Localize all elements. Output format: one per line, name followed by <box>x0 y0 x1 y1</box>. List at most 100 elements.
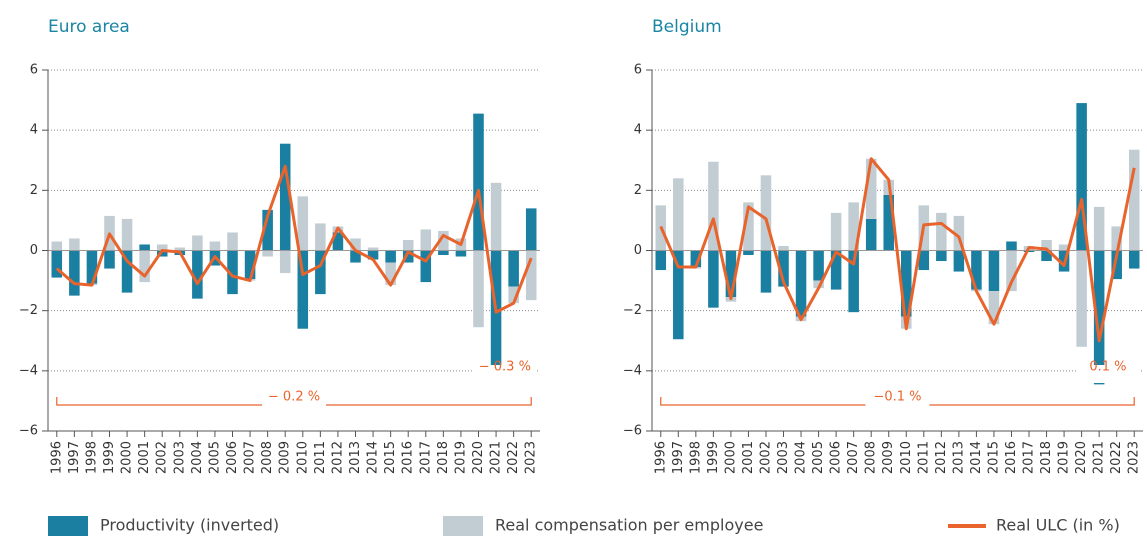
bar <box>385 250 396 263</box>
x-tick-label: 2013 <box>348 441 363 474</box>
y-tick-label: −4 <box>19 363 38 378</box>
bar <box>192 235 203 251</box>
y-tick-label: 6 <box>30 63 38 78</box>
y-tick-label: −2 <box>19 303 38 318</box>
x-tick-label: 2006 <box>225 441 240 474</box>
legend-label: Real compensation per employee <box>495 516 763 535</box>
bar <box>988 291 1000 325</box>
line <box>55 164 533 314</box>
bar <box>69 250 80 296</box>
x-tick-label: 2017 <box>418 441 433 474</box>
legend-label: Real ULC (in %) <box>996 516 1120 535</box>
x-tick-label: 2021 <box>1092 441 1107 474</box>
x-tick-label: 2014 <box>969 441 984 474</box>
x-tick-label: 2004 <box>190 441 205 474</box>
bar <box>490 182 502 251</box>
x-tick-label: 1998 <box>688 441 703 474</box>
x-tick-label: 2022 <box>506 441 521 474</box>
annotation: − 0.2 % <box>268 390 320 405</box>
bar <box>350 238 361 251</box>
x-tick-label: 2011 <box>313 441 328 474</box>
bar <box>725 250 737 298</box>
x-tick-label: 1997 <box>67 441 82 474</box>
bar <box>795 250 807 317</box>
x-tick-label: 2019 <box>1057 441 1072 474</box>
x-tick-label: 2022 <box>1109 441 1124 474</box>
y-tick-label: 0 <box>634 243 642 258</box>
y-tick-label: 2 <box>634 183 642 198</box>
bar <box>743 250 754 256</box>
bar <box>473 113 484 251</box>
bar <box>367 250 379 260</box>
bar <box>279 143 291 251</box>
bar <box>901 250 912 317</box>
bar <box>953 215 965 251</box>
x-tick-label: 2008 <box>864 441 879 474</box>
bar <box>525 208 537 251</box>
x-tick-label: 1996 <box>653 441 668 474</box>
y-tick-label: 4 <box>634 123 642 138</box>
bar <box>848 250 859 313</box>
bar <box>1111 250 1122 280</box>
x-tick-label: 2000 <box>723 441 738 474</box>
bar <box>174 247 186 251</box>
x-tick-label: 2011 <box>916 441 931 474</box>
x-tick-label: 1999 <box>706 441 721 474</box>
bar <box>673 178 684 251</box>
bar <box>708 250 719 308</box>
bar <box>1041 250 1052 262</box>
bar <box>1093 206 1105 251</box>
bar <box>402 239 414 251</box>
bar <box>244 250 256 280</box>
bar <box>385 262 396 286</box>
bar <box>813 250 824 281</box>
bar <box>1128 149 1140 251</box>
bar <box>1023 250 1035 253</box>
bar <box>315 250 326 295</box>
bar <box>760 175 772 251</box>
x-tick-label: 2003 <box>172 441 187 474</box>
bar <box>743 202 754 251</box>
bar <box>490 250 502 379</box>
bar <box>350 250 361 263</box>
bar <box>367 247 379 251</box>
x-tick-label: 2015 <box>383 441 398 474</box>
x-tick-label: 2012 <box>330 441 345 474</box>
bar <box>1111 226 1122 251</box>
bar <box>209 241 221 251</box>
bar <box>332 232 344 251</box>
bar <box>865 158 877 219</box>
chart-title: Euro area <box>48 17 130 37</box>
x-tick-label: 1999 <box>102 441 117 474</box>
bar <box>953 250 965 272</box>
x-tick-label: 2006 <box>829 441 844 474</box>
bar <box>508 250 519 287</box>
bar <box>192 250 203 299</box>
x-tick-label: 2019 <box>453 441 468 474</box>
bar <box>1076 103 1087 251</box>
bar <box>918 250 930 271</box>
x-tick-label: 2014 <box>366 441 381 474</box>
line <box>659 157 1136 343</box>
x-tick-label: 2001 <box>741 441 756 474</box>
bar <box>830 212 842 251</box>
bar <box>262 209 273 251</box>
bar <box>778 245 789 251</box>
x-tick-label: 2003 <box>776 441 791 474</box>
annotation-bg <box>472 365 537 383</box>
bar <box>139 250 150 283</box>
legend-swatch <box>443 516 483 536</box>
bar <box>1093 250 1105 385</box>
bar <box>420 250 432 283</box>
bar <box>936 250 947 262</box>
annotation-bg <box>262 395 326 413</box>
bar <box>51 241 63 251</box>
bar <box>420 229 432 251</box>
x-tick-label: 1998 <box>84 441 99 474</box>
bar <box>297 196 309 251</box>
bar <box>402 250 414 263</box>
x-tick-label: 2005 <box>811 441 826 474</box>
x-tick-label: 2013 <box>951 441 966 474</box>
legend-swatch <box>48 516 88 536</box>
